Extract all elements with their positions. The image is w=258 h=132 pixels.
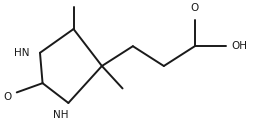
Text: NH: NH (53, 110, 68, 121)
Text: O: O (69, 0, 78, 1)
Text: O: O (3, 92, 11, 102)
Text: O: O (191, 3, 199, 13)
Text: OH: OH (231, 41, 247, 51)
Text: HN: HN (14, 48, 30, 58)
